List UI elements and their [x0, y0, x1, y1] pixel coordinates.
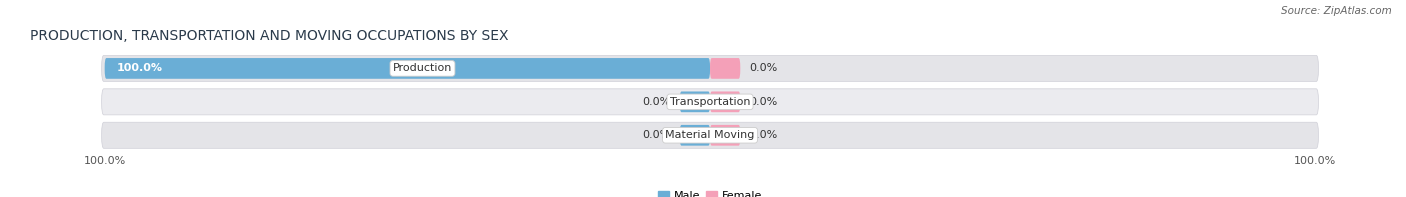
Text: Production: Production: [392, 63, 453, 73]
Legend: Male, Female: Male, Female: [654, 187, 766, 197]
FancyBboxPatch shape: [710, 125, 741, 146]
FancyBboxPatch shape: [101, 55, 1319, 81]
FancyBboxPatch shape: [101, 89, 1319, 115]
Text: 0.0%: 0.0%: [749, 130, 778, 140]
Text: 0.0%: 0.0%: [749, 63, 778, 73]
FancyBboxPatch shape: [710, 58, 741, 79]
Text: 100.0%: 100.0%: [117, 63, 163, 73]
Text: 0.0%: 0.0%: [643, 97, 671, 107]
FancyBboxPatch shape: [101, 122, 1319, 148]
Text: 0.0%: 0.0%: [749, 97, 778, 107]
Text: PRODUCTION, TRANSPORTATION AND MOVING OCCUPATIONS BY SEX: PRODUCTION, TRANSPORTATION AND MOVING OC…: [30, 29, 509, 43]
Text: Material Moving: Material Moving: [665, 130, 755, 140]
Text: Transportation: Transportation: [669, 97, 751, 107]
Text: 0.0%: 0.0%: [643, 130, 671, 140]
FancyBboxPatch shape: [710, 91, 741, 112]
FancyBboxPatch shape: [104, 58, 710, 79]
Text: Source: ZipAtlas.com: Source: ZipAtlas.com: [1281, 6, 1392, 16]
FancyBboxPatch shape: [679, 125, 710, 146]
FancyBboxPatch shape: [679, 91, 710, 112]
